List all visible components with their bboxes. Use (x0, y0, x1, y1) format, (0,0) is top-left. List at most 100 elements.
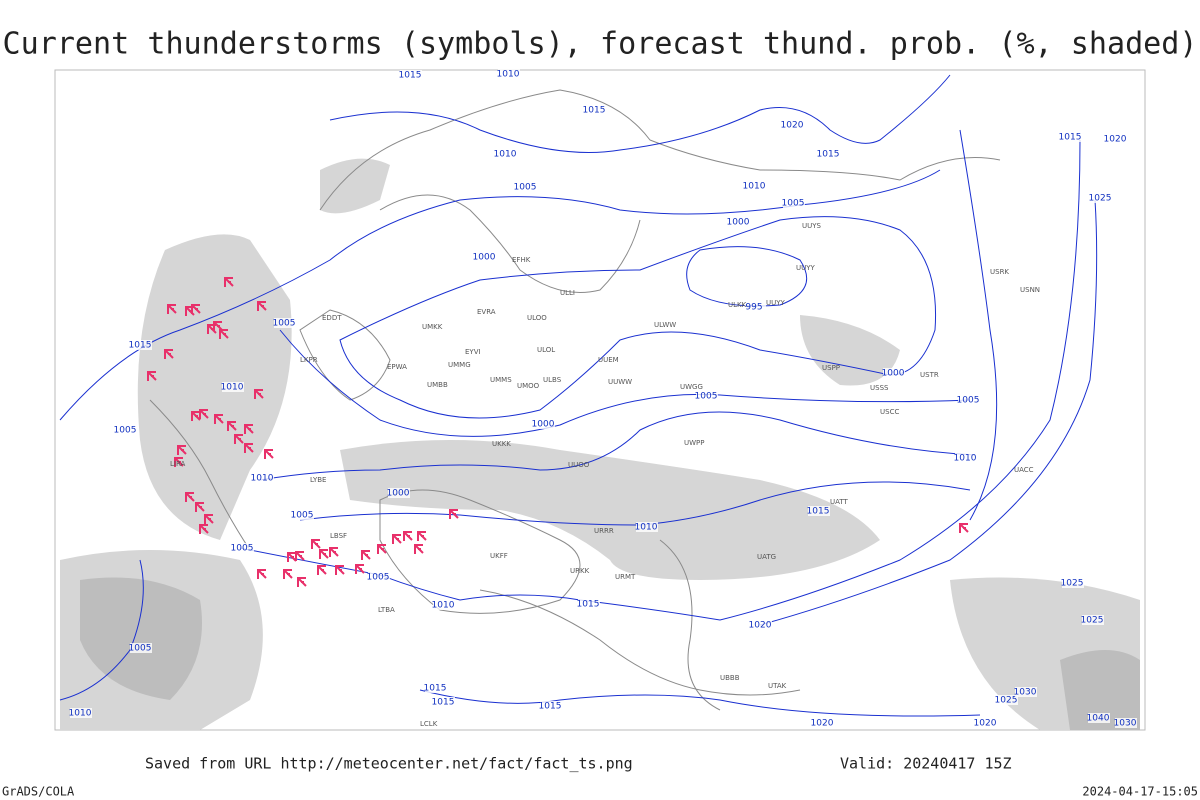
station-code: USSS (870, 384, 889, 392)
label-bg (1015, 687, 1037, 697)
label-bg (584, 105, 606, 115)
software: GrADS/COLA (2, 785, 75, 799)
storm-symbol (417, 531, 427, 541)
storm-symbol (219, 329, 229, 339)
isobar-label: 1005 (273, 319, 296, 329)
isobar-label: 1010 (69, 709, 92, 719)
label-bg (222, 382, 244, 392)
label-bg (232, 543, 254, 553)
label-bg (533, 419, 555, 429)
label-bg (783, 198, 805, 208)
storm-symbol (227, 421, 237, 431)
label-bg (115, 425, 137, 435)
label-bg (1082, 615, 1104, 625)
isobar-label: 1015 (432, 698, 455, 708)
storm-symbol (214, 414, 224, 424)
storm-symbol (191, 411, 201, 421)
storm-symbol (234, 434, 244, 444)
label-bg (750, 620, 772, 630)
label-bg (433, 697, 455, 707)
storm-symbol (164, 349, 174, 359)
isobar-label: 1025 (1081, 616, 1104, 626)
storm-symbol (257, 569, 267, 579)
label-bg (540, 701, 562, 711)
isobar-label: 1030 (1014, 688, 1037, 698)
shading (60, 158, 1140, 730)
isobar-label: 1010 (635, 523, 658, 533)
station-code: UUEM (598, 356, 619, 364)
label-bg (292, 510, 314, 520)
isobar-label: 1005 (114, 426, 137, 436)
isobar-label: 995 (745, 303, 762, 313)
isobar-label: 1010 (432, 601, 455, 611)
storm-symbol (329, 547, 339, 557)
station-code: UUWW (608, 378, 632, 386)
label-bg (812, 718, 834, 728)
isobar-label: 1010 (954, 454, 977, 464)
station-code: UWPP (684, 439, 705, 447)
label-bg (425, 683, 447, 693)
storm-symbol (959, 523, 969, 533)
label-bg (388, 488, 410, 498)
isobar-label: 1015 (577, 600, 600, 610)
storm-symbol (449, 509, 459, 519)
storm-symbol (199, 524, 209, 534)
isobar-label: 1005 (129, 644, 152, 654)
station-code: UKKK (492, 440, 511, 448)
station-code: EFHK (512, 256, 531, 264)
valid-time: Valid: 20240417 15Z (840, 755, 1012, 773)
label-bg (70, 708, 92, 718)
label-bg (498, 69, 520, 79)
label-bg (1062, 578, 1084, 588)
isobar-label: 1020 (974, 719, 997, 729)
isobar-label: 1025 (1089, 194, 1112, 204)
station-code: ULWW (654, 321, 676, 329)
label-bg (728, 217, 750, 227)
label-bg (883, 368, 905, 378)
storm-symbol (199, 409, 209, 419)
station-code: URKK (570, 567, 590, 575)
isobar-label: 1005 (231, 544, 254, 554)
storm-symbol (414, 544, 424, 554)
storm-symbol (174, 457, 184, 467)
storm-symbol (403, 531, 413, 541)
storm-symbol (392, 534, 402, 544)
station-code: UUOO (568, 461, 590, 469)
storm-symbol (355, 564, 365, 574)
storm-symbol (185, 492, 195, 502)
station-code: UUYY (796, 264, 816, 272)
isobar-label: 1000 (882, 369, 905, 379)
isobar-label: 1015 (807, 507, 830, 517)
timestamp: 2024-04-17-15:05 (1082, 785, 1198, 799)
station-code: LTBA (378, 606, 395, 614)
storm-symbol (311, 539, 321, 549)
station-code: ULBS (543, 376, 562, 384)
station-code: EDDT (322, 314, 342, 322)
storm-symbol (244, 443, 254, 453)
isobar-label: 1000 (532, 420, 555, 430)
isobar-label: 1010 (743, 182, 766, 192)
storm-symbol (297, 577, 307, 587)
label-bg (1060, 132, 1082, 142)
label-bg (368, 572, 390, 582)
isobar-label: 1005 (695, 392, 718, 402)
isobar-label: 1015 (399, 71, 422, 81)
storm-symbol (317, 565, 327, 575)
label-bg (252, 473, 274, 483)
storm-symbol (319, 549, 329, 559)
label-bg (744, 302, 766, 312)
storm-symbol (377, 544, 387, 554)
storm-symbol (244, 424, 254, 434)
label-bg (958, 395, 980, 405)
station-code: LCLK (420, 720, 438, 728)
storm-symbol (224, 277, 234, 287)
label-bg (818, 149, 840, 159)
label-bg (808, 506, 830, 516)
label-bg (130, 643, 152, 653)
label-bg (1105, 134, 1127, 144)
isobar-label: 1010 (497, 70, 520, 80)
storm-symbol (191, 304, 201, 314)
label-bg (1090, 193, 1112, 203)
station-code: USTR (920, 371, 939, 379)
station-code: UATG (757, 553, 776, 561)
